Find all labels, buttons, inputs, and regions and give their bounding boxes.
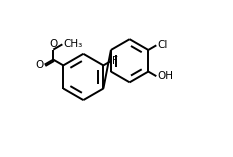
Text: F: F bbox=[112, 56, 118, 66]
Text: CH₃: CH₃ bbox=[63, 39, 82, 49]
Text: Cl: Cl bbox=[157, 40, 167, 50]
Text: OH: OH bbox=[157, 71, 173, 81]
Text: O: O bbox=[49, 38, 57, 49]
Text: O: O bbox=[35, 60, 43, 70]
